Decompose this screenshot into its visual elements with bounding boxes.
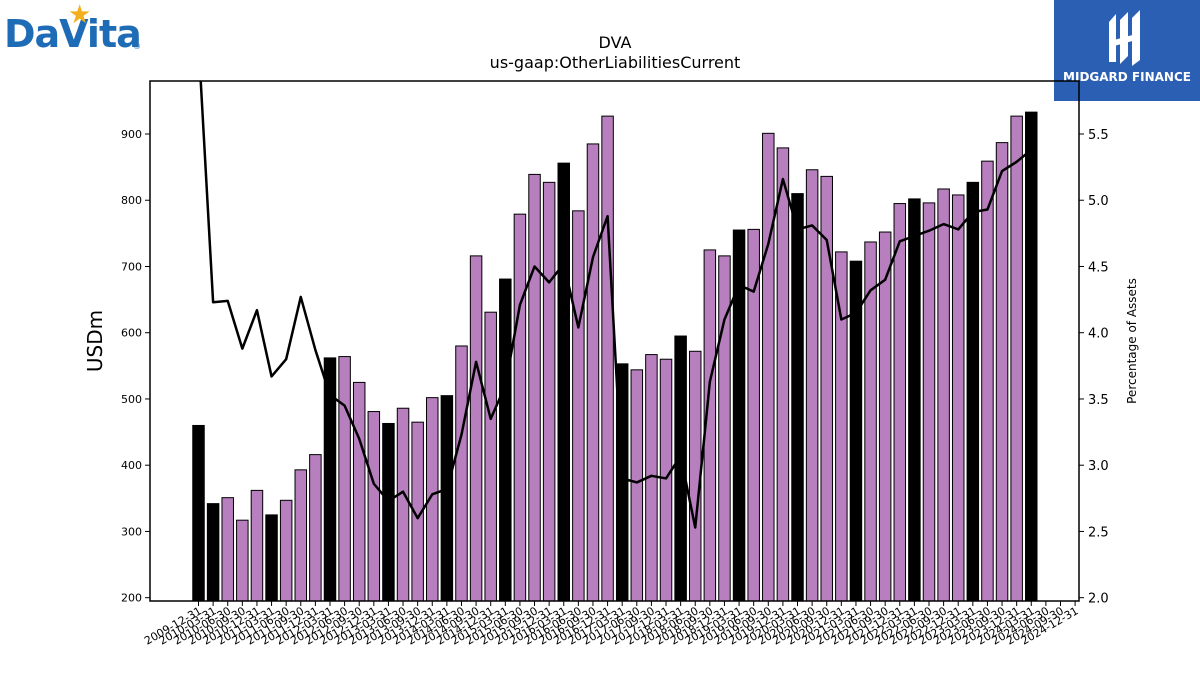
bar: [747, 228, 760, 602]
y2-tick-label: 4.5: [1088, 260, 1109, 275]
y2-tick-label: 2.0: [1088, 592, 1109, 607]
bar: [528, 173, 541, 602]
bar: [499, 278, 512, 602]
bar: [893, 203, 907, 602]
y-tick-label: 300: [121, 525, 142, 538]
bar: [572, 210, 585, 602]
bar: [762, 132, 775, 602]
bar: [922, 202, 936, 602]
bar: [586, 143, 600, 602]
y2-tick-label: 2.5: [1088, 525, 1109, 540]
x-axis: 2009-12-312010-03-312010-06-302010-09-30…: [142, 601, 1081, 648]
davita-logo: DaVita ★ ®: [4, 0, 144, 58]
y-axis-left: 200 300 400 500 600 700 800 900: [121, 128, 150, 605]
bar: [805, 169, 819, 602]
bar: [455, 345, 468, 602]
midgard-emblem-icon: [1109, 10, 1140, 66]
bar: [1025, 111, 1038, 602]
y-tick-label: 700: [121, 260, 142, 273]
y-tick-label: 900: [121, 128, 142, 141]
bar: [221, 497, 234, 602]
bar: [192, 424, 205, 602]
bar: [981, 160, 994, 602]
y2-tick-label: 3.5: [1088, 393, 1109, 408]
bar: [601, 115, 614, 602]
bar: [367, 411, 381, 602]
bar: [206, 503, 220, 602]
bar: [294, 469, 308, 602]
bar: [484, 311, 497, 602]
chart-subtitle: us-gaap:OtherLiabilitiesCurrent: [490, 53, 741, 72]
midgard-logo-text: MIDGARD FINANCE: [1063, 70, 1191, 84]
bar: [542, 181, 556, 602]
bar: [469, 255, 483, 602]
y2-axis-label: Percentage of Assets: [1125, 278, 1139, 404]
davita-logo-text: DaVita: [4, 12, 142, 56]
bar: [674, 335, 687, 602]
bar: [352, 381, 366, 602]
registered-mark: ®: [133, 42, 141, 51]
chart-title: DVA: [599, 33, 632, 52]
bar: [279, 499, 293, 602]
plot-frame: [149, 80, 1080, 602]
y2-tick-label: 3.0: [1088, 459, 1109, 474]
y2-tick-label: 5.5: [1088, 128, 1109, 143]
star-icon: ★: [68, 0, 92, 30]
bar: [776, 147, 790, 602]
bar: [908, 198, 921, 602]
bar: [995, 142, 1009, 602]
bar: [396, 407, 410, 602]
bar-series: [192, 111, 1038, 602]
bar: [659, 358, 673, 602]
bar: [966, 181, 980, 602]
y-tick-label: 500: [121, 393, 142, 406]
bar: [338, 356, 351, 602]
bar: [630, 369, 644, 602]
bar: [236, 519, 249, 602]
y-tick-label: 200: [121, 592, 142, 605]
y-tick-label: 400: [121, 459, 142, 472]
bar: [382, 422, 395, 602]
y-axis-right: 2.0 2.5 3.0 3.5 4.0 4.5 5.0 5.5: [1079, 128, 1109, 607]
bar: [937, 188, 950, 602]
bar: [513, 213, 527, 602]
y2-tick-label: 4.0: [1088, 327, 1109, 342]
bar: [1010, 115, 1023, 602]
y-axis-label: USDm: [83, 310, 107, 372]
bar: [951, 194, 965, 602]
bar: [791, 193, 804, 602]
y-tick-label: 600: [121, 327, 142, 340]
y2-tick-label: 5.0: [1088, 194, 1109, 209]
y-tick-label: 800: [121, 194, 142, 207]
bar: [309, 454, 322, 602]
bar: [265, 514, 278, 602]
bar: [440, 395, 454, 602]
bar: [250, 489, 264, 602]
percentage-line: [199, 80, 1033, 529]
bar: [557, 162, 570, 602]
bar: [878, 231, 892, 602]
